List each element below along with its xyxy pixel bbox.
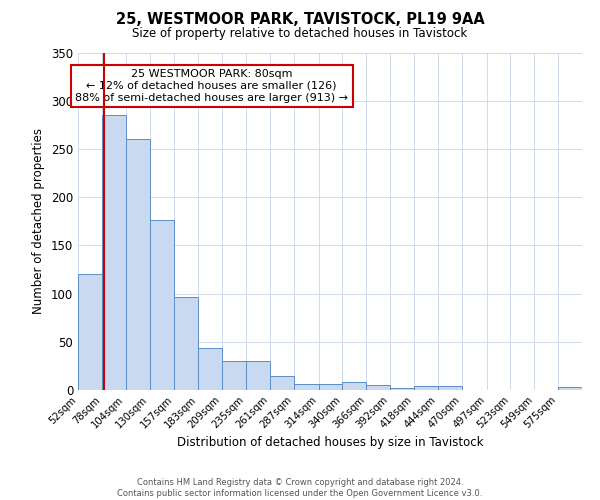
Bar [78, 274, 102, 390]
Bar [222, 361, 246, 390]
Bar [390, 388, 414, 390]
Bar [126, 140, 149, 390]
Text: Contains HM Land Registry data © Crown copyright and database right 2024.
Contai: Contains HM Land Registry data © Crown c… [118, 478, 482, 498]
Bar [294, 384, 319, 390]
Bar [270, 376, 294, 390]
Bar [246, 361, 270, 390]
Bar [319, 384, 343, 390]
Bar [558, 387, 582, 390]
Bar [366, 385, 390, 390]
Y-axis label: Number of detached properties: Number of detached properties [32, 128, 46, 314]
Bar [343, 382, 366, 390]
Text: 25 WESTMOOR PARK: 80sqm
← 12% of detached houses are smaller (126)
88% of semi-d: 25 WESTMOOR PARK: 80sqm ← 12% of detache… [75, 70, 348, 102]
X-axis label: Distribution of detached houses by size in Tavistock: Distribution of detached houses by size … [177, 436, 483, 449]
Bar [102, 115, 126, 390]
Bar [175, 298, 198, 390]
Text: 25, WESTMOOR PARK, TAVISTOCK, PL19 9AA: 25, WESTMOOR PARK, TAVISTOCK, PL19 9AA [116, 12, 484, 28]
Bar [149, 220, 175, 390]
Bar [438, 386, 462, 390]
Bar [198, 348, 222, 390]
Text: Size of property relative to detached houses in Tavistock: Size of property relative to detached ho… [133, 28, 467, 40]
Bar [414, 386, 438, 390]
